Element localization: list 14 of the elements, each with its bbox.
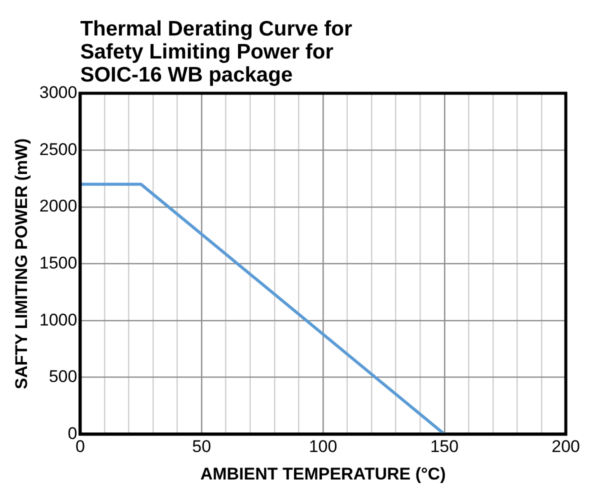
y-axis-title: SAFTY LIMITING POWER (mW) [12,138,31,390]
y-tick-label: 1000 [39,310,78,330]
x-tick-label: 100 [308,437,338,456]
y-tick-label: 1500 [39,253,78,272]
y-tick-label: 2500 [39,140,78,159]
x-tick-label: 50 [192,437,212,456]
x-axis-title: AMBIENT TEMPERATURE (°C) [200,464,446,484]
y-tick-label: 2000 [39,196,78,216]
y-tick-label: 0 [68,424,78,443]
x-tick-label: 150 [430,437,459,456]
y-tick-label: 3000 [39,82,78,102]
chart-title: Thermal Derating Curve for Safety Limiting Power for SOIC-16 WB package [80,17,352,87]
y-tick-label: 500 [48,367,78,386]
x-tick-label: 200 [552,437,580,456]
